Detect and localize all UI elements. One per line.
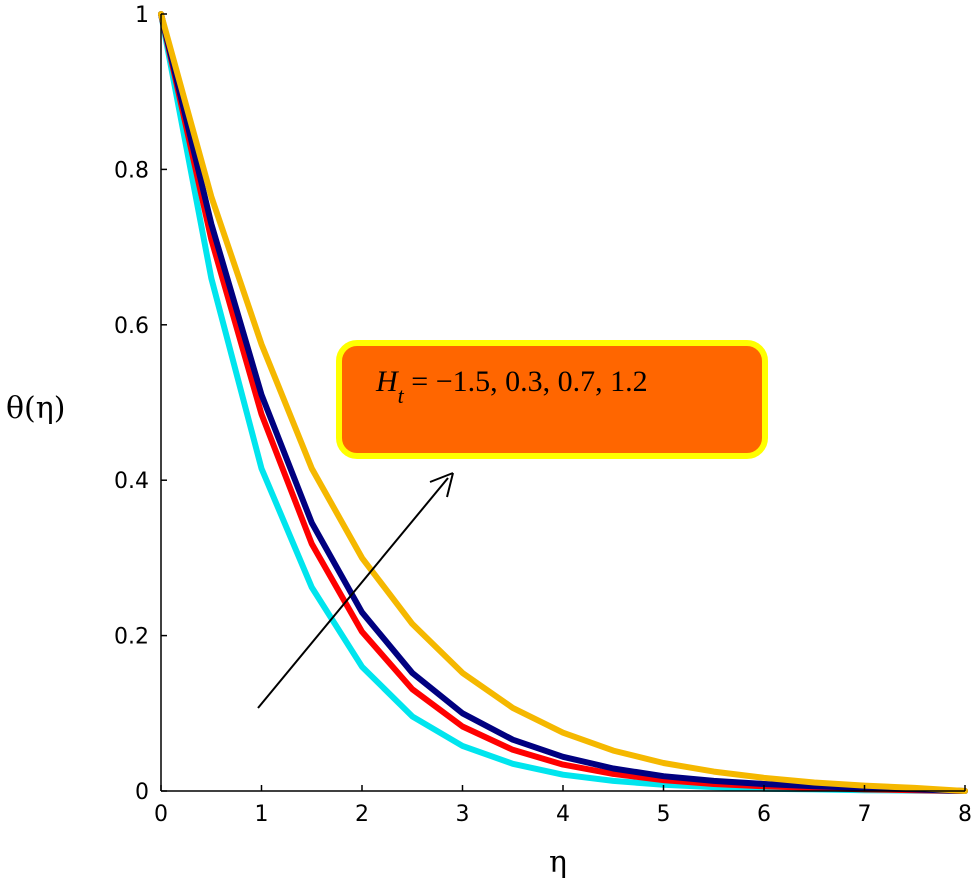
- x-tick-label: 5: [657, 802, 671, 827]
- x-axis-label: η: [549, 845, 567, 880]
- y-tick-label: 0: [135, 780, 149, 805]
- x-tick-label: 7: [858, 802, 872, 827]
- x-tick-label: 2: [355, 802, 369, 827]
- annotation-subscript: t: [398, 383, 405, 408]
- x-tick-label: 1: [255, 802, 269, 827]
- x-tick-label: 4: [556, 802, 570, 827]
- annotation-box: [336, 340, 768, 459]
- series-layer: [158, 11, 968, 794]
- x-tick-label: 3: [456, 802, 470, 827]
- annotation-arrow: [257, 477, 449, 709]
- y-tick-label: 1: [135, 3, 149, 28]
- x-tick-label: 8: [958, 802, 972, 827]
- y-tick-label: 0.2: [114, 625, 149, 650]
- y-tick-label: 0.8: [114, 158, 149, 183]
- y-axis-label: θ(η): [6, 391, 65, 426]
- annotation-symbol: H: [375, 365, 400, 398]
- annotation: Ht = −1.5, 0.3, 0.7, 1.2: [257, 340, 768, 709]
- tick-layer: 0 1 2 3 4 5 6 7 8 0 0.2 0.4 0.6 0.8 1: [114, 3, 972, 827]
- x-tick-label: 0: [154, 802, 168, 827]
- annotation-text: Ht = −1.5, 0.3, 0.7, 1.2: [375, 365, 648, 408]
- y-tick-label: 0.6: [114, 314, 149, 339]
- annotation-arrowhead: [429, 472, 454, 498]
- y-tick-label: 0.4: [114, 469, 149, 494]
- annotation-values: = −1.5, 0.3, 0.7, 1.2: [404, 365, 648, 398]
- series-line-4: [158, 11, 968, 794]
- x-tick-label: 6: [757, 802, 771, 827]
- series-line-3: [158, 11, 968, 794]
